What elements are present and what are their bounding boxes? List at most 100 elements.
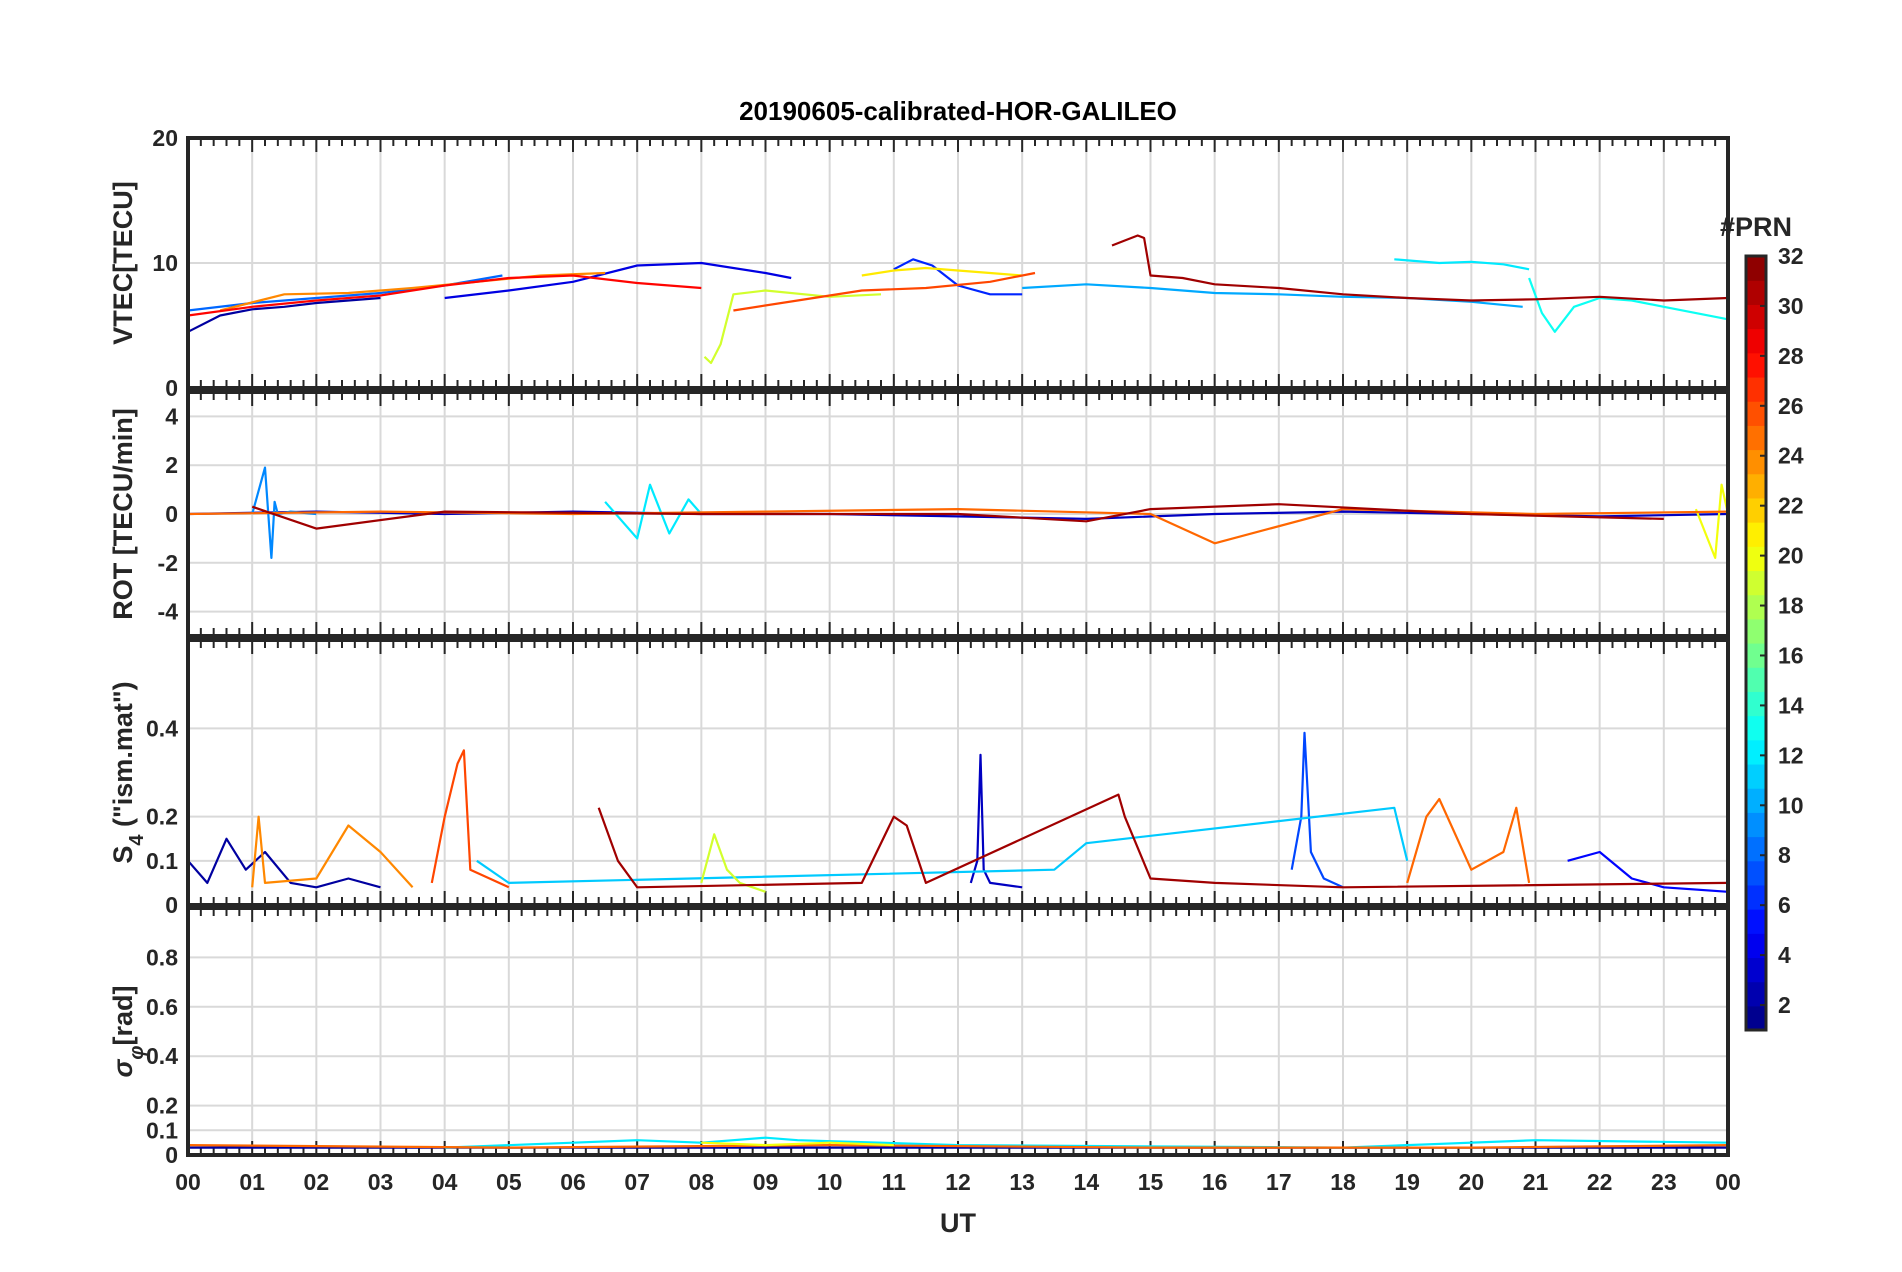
colorbar-segment bbox=[1746, 957, 1766, 983]
y-tick-label: 0.1 bbox=[146, 848, 178, 874]
colorbar-segment bbox=[1746, 473, 1766, 499]
colorbar-segment bbox=[1746, 836, 1766, 862]
series-prn-11 bbox=[476, 806, 1409, 885]
series-prn-25 bbox=[1406, 797, 1531, 884]
x-tick-label: 13 bbox=[1009, 1169, 1035, 1195]
x-tick-label: 01 bbox=[239, 1169, 265, 1195]
colorbar-segment bbox=[1746, 352, 1766, 378]
y-tick-label: 0 bbox=[165, 892, 178, 918]
x-axis-label: UT bbox=[940, 1208, 976, 1238]
y-tick-label: 0.4 bbox=[146, 1043, 178, 1069]
x-tick-label: 00 bbox=[175, 1169, 201, 1195]
series-prn-24 bbox=[251, 815, 414, 889]
y-tick-label: 0.8 bbox=[146, 944, 178, 970]
panel-1: 0 10 20 VTEC[TECU] bbox=[108, 125, 1730, 401]
y-tick-label: -4 bbox=[158, 599, 179, 625]
panel-frame bbox=[186, 390, 1730, 638]
colorbar-segment bbox=[1746, 522, 1766, 547]
colorbar-segment bbox=[1746, 328, 1766, 354]
colorbar-tick-label: 28 bbox=[1778, 343, 1804, 369]
y-tick-label: 0 bbox=[165, 1142, 178, 1168]
colorbar-tick-label: 14 bbox=[1778, 692, 1804, 718]
colorbar-segment bbox=[1746, 304, 1766, 330]
series-prn-31 bbox=[251, 503, 1664, 530]
colorbar-tick-label: 10 bbox=[1778, 792, 1804, 818]
colorbar-segment bbox=[1746, 715, 1766, 741]
series-prn-2 bbox=[187, 837, 381, 889]
series-prn-25 bbox=[187, 1143, 1729, 1149]
colorbar-tick-label: 18 bbox=[1778, 593, 1804, 619]
colorbar-segment bbox=[1746, 981, 1766, 1007]
colorbar-segment bbox=[1746, 1005, 1766, 1031]
colorbar-segment bbox=[1746, 788, 1766, 813]
x-tick-label: 18 bbox=[1330, 1169, 1356, 1195]
series-prn-31 bbox=[597, 793, 1729, 889]
colorbar-tick-label: 30 bbox=[1778, 293, 1804, 319]
panel-3: 0 0.1 0.2 0.4S4 ("ism.mat") bbox=[108, 638, 1730, 918]
y-tick-label: 0 bbox=[165, 501, 178, 527]
colorbar-segment bbox=[1746, 860, 1766, 886]
colorbar-segment bbox=[1746, 909, 1766, 934]
y-axis-label: S4 ("ism.mat") bbox=[108, 681, 148, 863]
panel-frame bbox=[186, 136, 1730, 390]
colorbar-tick-label: 24 bbox=[1778, 443, 1804, 469]
x-tick-label: 16 bbox=[1202, 1169, 1228, 1195]
y-tick-label: 2 bbox=[165, 452, 178, 478]
series-prn-7 bbox=[1290, 731, 1344, 889]
series-prn-21 bbox=[861, 266, 1023, 277]
series-prn-5 bbox=[1567, 850, 1729, 893]
y-tick-label: 0.2 bbox=[146, 1093, 178, 1119]
colorbar-tick-label: 12 bbox=[1778, 742, 1804, 768]
series-prn-2 bbox=[187, 296, 381, 333]
colorbar-frame bbox=[1744, 254, 1768, 1032]
colorbar-segment bbox=[1746, 401, 1766, 426]
colorbar-tick-label: 20 bbox=[1778, 543, 1804, 569]
colorbar-segment bbox=[1746, 546, 1766, 572]
colorbar-segment bbox=[1746, 497, 1766, 523]
x-tick-labels: 00 01 02 03 04 05 06 07 08 09 10 11 12 13 14 15 16 17 18 19… bbox=[175, 1169, 1741, 1195]
colorbar-segment bbox=[1746, 739, 1766, 765]
x-tick-label: 08 bbox=[689, 1169, 715, 1195]
x-tick-label: 20 bbox=[1459, 1169, 1485, 1195]
x-tick-label: 07 bbox=[624, 1169, 650, 1195]
colorbar-segment bbox=[1746, 763, 1766, 789]
colorbar-tick-label: 22 bbox=[1778, 493, 1804, 519]
panel-frame bbox=[186, 906, 1730, 1157]
x-tick-label: 14 bbox=[1074, 1169, 1100, 1195]
colorbar-segment bbox=[1746, 933, 1766, 959]
x-tick-label: 23 bbox=[1651, 1169, 1677, 1195]
y-tick-label: 0 bbox=[165, 375, 178, 401]
x-tick-label: 19 bbox=[1394, 1169, 1420, 1195]
series-prn-20 bbox=[701, 1141, 894, 1147]
y-tick-label: 4 bbox=[165, 403, 178, 429]
colorbar-segment bbox=[1746, 691, 1766, 717]
series-prn-19 bbox=[703, 289, 882, 365]
colorbar-tick-label: 26 bbox=[1778, 393, 1804, 419]
series-prn-19 bbox=[700, 833, 766, 893]
colorbar-segment bbox=[1746, 884, 1766, 910]
y-axis-label: σφ[rad] bbox=[108, 986, 148, 1078]
panel-2: -4 -2 0 2 4 ROT [TECU/min] bbox=[108, 390, 1730, 638]
colorbar-segment bbox=[1746, 376, 1766, 402]
x-tick-label: 04 bbox=[432, 1169, 458, 1195]
x-tick-label: 15 bbox=[1138, 1169, 1164, 1195]
series-prn-28 bbox=[187, 274, 702, 317]
colorbar-segment bbox=[1746, 643, 1766, 668]
x-tick-label: 06 bbox=[560, 1169, 586, 1195]
y-tick-label: 0.4 bbox=[146, 715, 178, 741]
x-tick-label: 00 bbox=[1715, 1169, 1741, 1195]
x-tick-label: 05 bbox=[496, 1169, 522, 1195]
series-prn-26 bbox=[430, 749, 510, 889]
colorbar-segment bbox=[1746, 594, 1766, 620]
series-prn-4 bbox=[444, 261, 792, 300]
y-tick-label: -2 bbox=[158, 550, 178, 576]
y-tick-label: 10 bbox=[152, 250, 178, 276]
series-prn-3 bbox=[969, 753, 1023, 889]
x-tick-label: 02 bbox=[304, 1169, 330, 1195]
colorbar-segment bbox=[1746, 449, 1766, 475]
x-tick-label: 03 bbox=[368, 1169, 394, 1195]
y-tick-label: 0.1 bbox=[146, 1117, 178, 1143]
